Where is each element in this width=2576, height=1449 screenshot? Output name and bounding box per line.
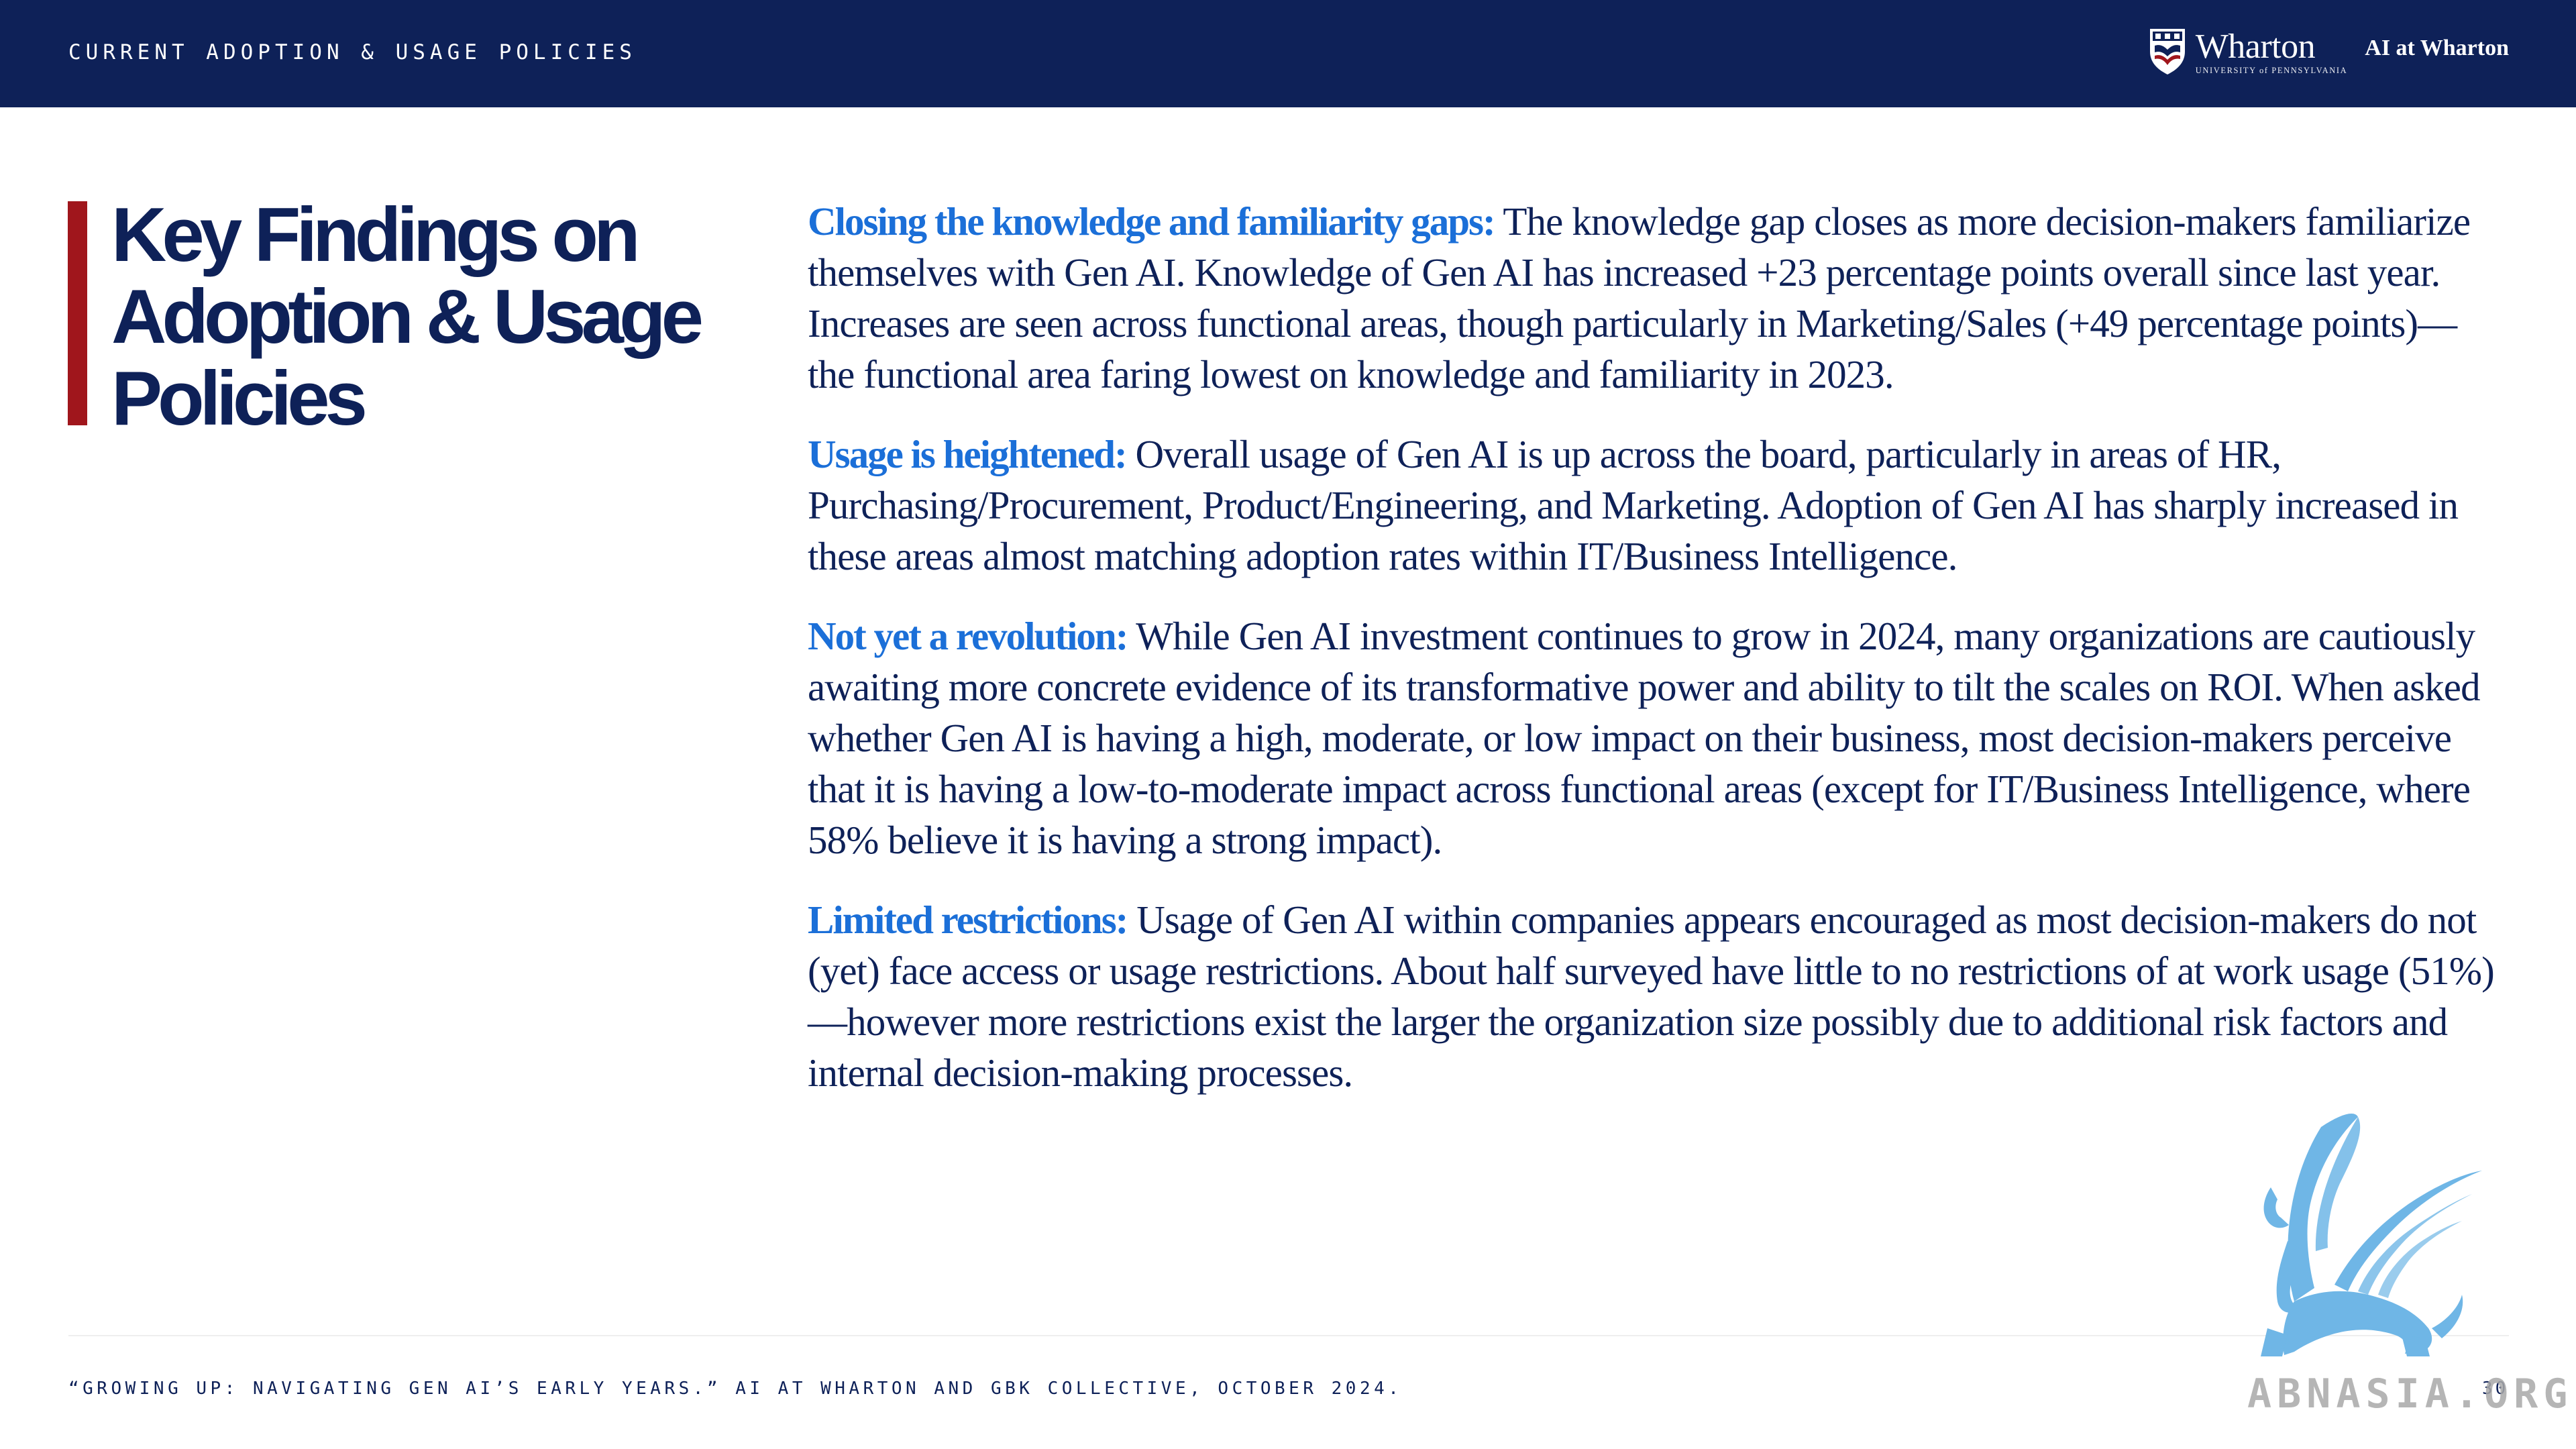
watermark-text: ABNASIA.ORG bbox=[2247, 1371, 2573, 1417]
wharton-wordmark-text: Wharton bbox=[2195, 27, 2316, 66]
wharton-brand: Wharton UNIVERSITY of PENNSYLVANIA AI at… bbox=[2149, 25, 2509, 78]
finding-paragraph: Limited restrictions: Usage of Gen AI wi… bbox=[808, 894, 2498, 1098]
page-number: 30 bbox=[2482, 1379, 2509, 1399]
finding-text: While Gen AI investment continues to gro… bbox=[808, 614, 2481, 862]
finding-paragraph: Closing the knowledge and familiarity ga… bbox=[808, 196, 2498, 400]
finding-text: Overall usage of Gen AI is up across the… bbox=[808, 432, 2459, 578]
wharton-wordmark-subtitle: UNIVERSITY of PENNSYLVANIA bbox=[2195, 65, 2348, 75]
finding-lead: Closing the knowledge and familiarity ga… bbox=[808, 199, 1496, 244]
penn-shield-icon bbox=[2149, 29, 2185, 74]
wharton-wordmark: Wharton UNIVERSITY of PENNSYLVANIA bbox=[2195, 27, 2348, 75]
title-accent-bar bbox=[68, 201, 87, 425]
finding-paragraph: Usage is heightened: Overall usage of Ge… bbox=[808, 429, 2498, 582]
griffin-icon bbox=[2261, 1114, 2482, 1356]
finding-text: The knowledge gap closes as more decisio… bbox=[808, 199, 2471, 396]
footer-divider bbox=[68, 1335, 2509, 1336]
finding-paragraph: Not yet a revolution: While Gen AI inves… bbox=[808, 610, 2498, 865]
source-citation: “GROWING UP: NAVIGATING GEN AI’S EARLY Y… bbox=[68, 1379, 1403, 1399]
finding-lead: Usage is heightened: bbox=[808, 432, 1128, 476]
finding-text: Usage of Gen AI within companies appears… bbox=[808, 898, 2495, 1095]
ai-at-wharton-label: AI at Wharton bbox=[2365, 36, 2509, 60]
page-title: Key Findings on Adoption & Usage Policie… bbox=[111, 193, 704, 441]
section-label: CURRENT ADOPTION & USAGE POLICIES bbox=[68, 40, 637, 64]
finding-lead: Limited restrictions: bbox=[808, 898, 1128, 942]
findings-list: Closing the knowledge and familiarity ga… bbox=[808, 196, 2498, 1127]
finding-lead: Not yet a revolution: bbox=[808, 614, 1128, 658]
top-banner: CURRENT ADOPTION & USAGE POLICIES Wharto… bbox=[0, 0, 2576, 107]
